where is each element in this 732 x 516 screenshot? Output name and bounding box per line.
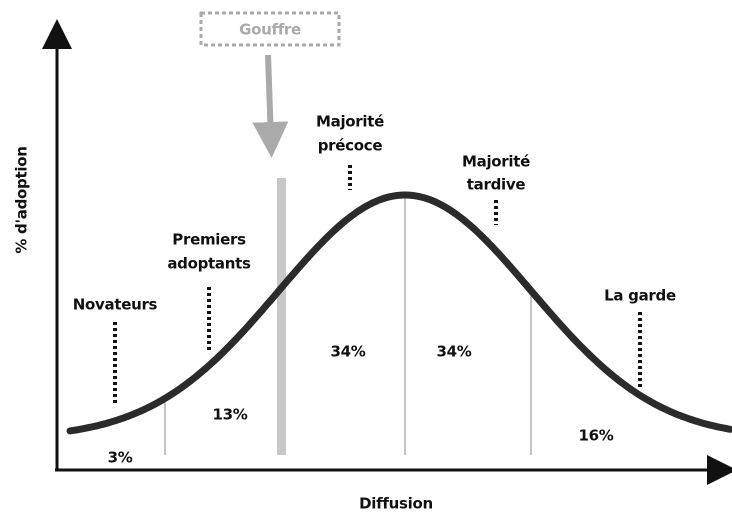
x-axis-label: Diffusion [359,495,433,513]
adoption-curve [66,191,732,435]
gap-label: Gouffre [239,21,301,39]
chasm-bar [277,178,286,455]
segment-label: adoptants [167,255,251,273]
y-axis-label: % d'adoption [13,146,31,253]
segment-share: 3% [108,449,133,467]
segment-label: tardive [467,176,526,194]
segment-share: 34% [330,343,365,361]
gap-box [199,11,341,47]
segment-label: précoce [318,137,383,155]
segment-share: 34% [436,343,471,361]
segment-label: Majorité [462,153,530,171]
segment-label: Majorité [316,113,384,131]
segment-label: La garde [604,287,676,305]
segment-label: Novateurs [73,296,158,314]
segment-share: 16% [578,427,613,445]
segment-label: Premiers [172,231,246,249]
gap-arrow [252,54,289,158]
segment-share: 13% [212,406,247,424]
